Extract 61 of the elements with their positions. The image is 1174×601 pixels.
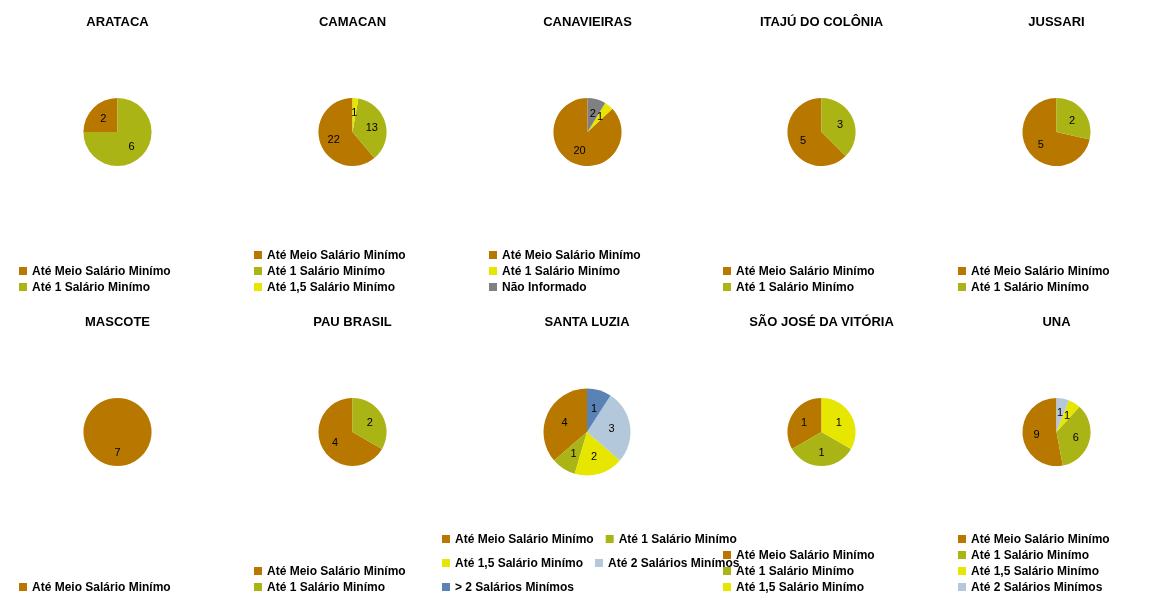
chart-title: MASCOTE xyxy=(85,314,151,329)
legend-label: Até Meio Salário Minímo xyxy=(455,532,594,546)
data-label: 1 xyxy=(1064,408,1071,421)
data-label: 1 xyxy=(570,446,577,459)
chart-title: SANTA LUZIA xyxy=(544,314,631,329)
data-label: 1 xyxy=(836,415,843,428)
legend-label: Até 1,5 Salário Minímo xyxy=(455,556,584,570)
data-label: 2 xyxy=(590,449,598,462)
chart-title: PAU BRASIL xyxy=(313,314,392,329)
legend-label: Até Meio Salário Minímo xyxy=(501,248,641,262)
chart-title: CANAVIEIRAS xyxy=(542,14,632,29)
chart-title: SÃO JOSÉ DA VITÓRIA xyxy=(749,314,895,329)
legend-label: Até 1 Salário Minímo xyxy=(736,280,855,294)
legend-label: Até 1 Salário Minímo xyxy=(971,548,1090,562)
legend-label: Até 1 Salário Minímo xyxy=(618,532,737,546)
data-label: 5 xyxy=(1037,138,1045,151)
data-label: 4 xyxy=(331,436,339,449)
data-label: 4 xyxy=(561,415,568,428)
legend-label: Não Informado xyxy=(501,280,587,294)
data-label: 20 xyxy=(572,144,586,157)
legend-label: Até Meio Salário Minímo xyxy=(266,564,406,578)
chart-title: ITAJÚ DO COLÔNIA xyxy=(760,14,885,29)
data-label: 1 xyxy=(801,415,808,428)
data-label: 3 xyxy=(608,422,615,435)
data-label: 22 xyxy=(327,132,340,145)
data-label: 1 xyxy=(590,402,598,415)
data-label: 6 xyxy=(1072,431,1080,444)
legend-label: Até 1 Salário Minímo xyxy=(266,580,385,594)
legend-label: Até Meio Salário Minímo xyxy=(266,248,406,262)
data-label: 13 xyxy=(365,120,378,133)
data-label: 5 xyxy=(800,133,807,146)
data-label: 1 xyxy=(818,446,825,459)
data-label: 7 xyxy=(114,446,121,459)
legend-label: Até 2 Salários Minímos xyxy=(971,580,1103,594)
legend-label: Até Meio Salário Minímo xyxy=(32,580,171,594)
legend-label: Até 1 Salário Minímo xyxy=(266,264,385,278)
data-label: 1 xyxy=(596,110,603,123)
legend-label: Até 1,5 Salário Minímo xyxy=(736,580,865,594)
data-label: 3 xyxy=(837,118,844,131)
data-label: 6 xyxy=(128,140,135,153)
legend-label: Até Meio Salário Minímo xyxy=(971,532,1110,546)
data-label: 1 xyxy=(350,106,358,119)
data-label: 2 xyxy=(100,111,107,124)
legend-label: Até Meio Salário Minímo xyxy=(32,264,171,278)
chart-title: UNA xyxy=(1042,314,1072,329)
legend-label: Até 1 Salário Minímo xyxy=(32,280,151,294)
data-label: 2 xyxy=(1069,113,1076,126)
legend-label: Até 1,5 Salário Minímo xyxy=(266,280,395,294)
data-label: 9 xyxy=(1033,427,1040,440)
data-label: 2 xyxy=(366,415,373,428)
data-label: 1 xyxy=(1057,406,1064,419)
legend-label: Até Meio Salário Minímo xyxy=(971,264,1110,278)
legend-label: Até Meio Salário Minímo xyxy=(736,264,876,278)
legend-label: Até 1,5 Salário Minímo xyxy=(971,564,1100,578)
legend-label: Até 1 Salário Minímo xyxy=(971,280,1090,294)
chart-title: ARATACA xyxy=(86,14,150,29)
legend-label: Até 1 Salário Minímo xyxy=(501,264,620,278)
legend-label: > 2 Salários Minímos xyxy=(455,580,575,594)
chart-title: CAMACAN xyxy=(318,14,386,29)
data-label: 2 xyxy=(589,106,596,119)
chart-title: JUSSARI xyxy=(1028,14,1085,29)
